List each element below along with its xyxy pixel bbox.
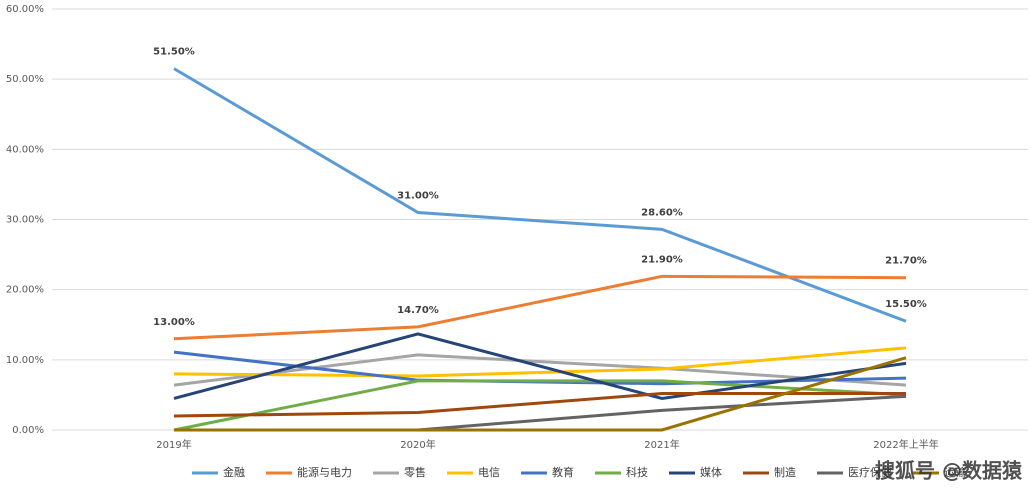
data-label: 21.70%: [885, 256, 927, 267]
legend-label: 科技: [626, 465, 648, 479]
legend-label: 零售: [404, 465, 426, 479]
y-tick-label: 50.00%: [6, 74, 44, 85]
y-tick-label: 60.00%: [6, 4, 44, 15]
legend-label: 教育: [552, 465, 574, 479]
series-line: [173, 379, 907, 432]
data-label: 31.00%: [397, 190, 439, 201]
series-line: [173, 274, 907, 341]
data-label: 51.50%: [153, 47, 195, 58]
legend-label: 医疗保健: [848, 465, 892, 479]
x-tick-label: 2020年: [400, 438, 435, 451]
x-tick-label: 2019年: [156, 438, 191, 451]
series-line: [174, 356, 907, 432]
series-line: [173, 392, 906, 418]
y-tick-label: 0.00%: [12, 425, 44, 436]
y-tick-label: 10.00%: [6, 355, 44, 366]
series-line: [173, 67, 907, 323]
legend-label: 金融: [223, 465, 245, 479]
data-label: 13.00%: [153, 317, 195, 328]
data-label: 21.90%: [641, 254, 683, 265]
x-tick-label: 2022年上半年: [873, 438, 938, 451]
y-tick-label: 40.00%: [6, 144, 44, 155]
data-label: 28.60%: [641, 207, 683, 218]
legend-label: 电信: [478, 466, 500, 479]
series-line: [173, 353, 907, 387]
data-label: 14.70%: [397, 305, 439, 316]
legend-label: 能源与电力: [297, 465, 352, 479]
x-tick-label: 2021年: [644, 438, 679, 451]
legend-label: 运输: [944, 465, 966, 479]
y-tick-label: 30.00%: [6, 215, 44, 226]
legend-label: 媒体: [700, 465, 722, 479]
series-line: [173, 332, 907, 400]
y-tick-label: 20.00%: [6, 285, 44, 296]
data-label: 15.50%: [885, 299, 927, 310]
series-line: [173, 346, 907, 378]
watermark: 搜狐号 @数据猿: [875, 459, 1023, 483]
legend-label: 制造: [774, 465, 796, 479]
